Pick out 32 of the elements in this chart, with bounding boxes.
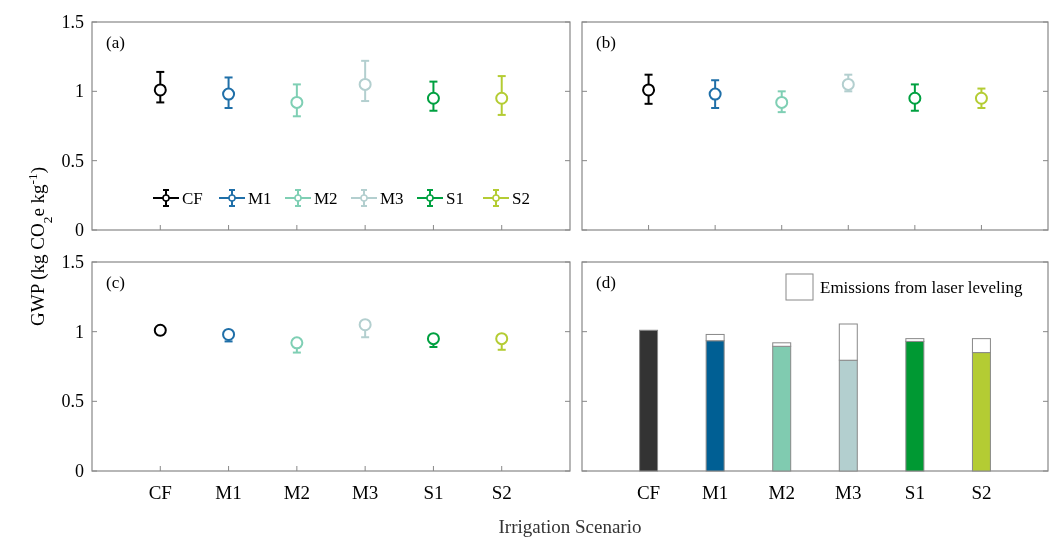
legend-label: Emissions from laser leveling: [820, 278, 1024, 297]
y-tick-label: 1.5: [61, 12, 84, 32]
x-tick-label: M1: [701, 482, 729, 503]
x-tick-label: CF: [636, 482, 661, 503]
y-tick-label: 0: [75, 461, 84, 481]
text: (a): [106, 33, 125, 52]
text: (c): [106, 273, 125, 292]
y-tick-label: 1: [75, 321, 84, 342]
x-tick-label: M2: [283, 482, 311, 503]
y-tick-label: 0: [75, 220, 84, 240]
x-tick-label: S2: [971, 482, 992, 503]
legend-label: M1: [248, 189, 272, 208]
legend-label: M2: [314, 189, 338, 208]
y-tick-label: 1: [75, 81, 84, 102]
legend-label: CF: [182, 189, 203, 208]
y-tick-label: 0.5: [61, 391, 84, 412]
legend-label: M3: [380, 189, 404, 208]
y-tick-label: 0.5: [61, 150, 84, 171]
legend-label: S1: [446, 189, 464, 208]
x-tick-label: S2: [491, 482, 512, 503]
x-tick-label: M2: [768, 482, 795, 503]
legend-label: S2: [512, 189, 530, 208]
x-tick-label: M3: [351, 482, 379, 503]
y-tick-label: 1.5: [61, 252, 84, 272]
x-axis-title: Irrigation Scenario: [498, 516, 642, 537]
x-tick-label: S1: [904, 482, 925, 503]
x-tick-label: S1: [423, 482, 444, 503]
text: (d): [596, 273, 616, 292]
text: (b): [596, 33, 616, 52]
x-tick-label: M3: [835, 482, 862, 503]
x-tick-label: CF: [148, 482, 172, 503]
x-tick-label: M1: [215, 482, 242, 503]
